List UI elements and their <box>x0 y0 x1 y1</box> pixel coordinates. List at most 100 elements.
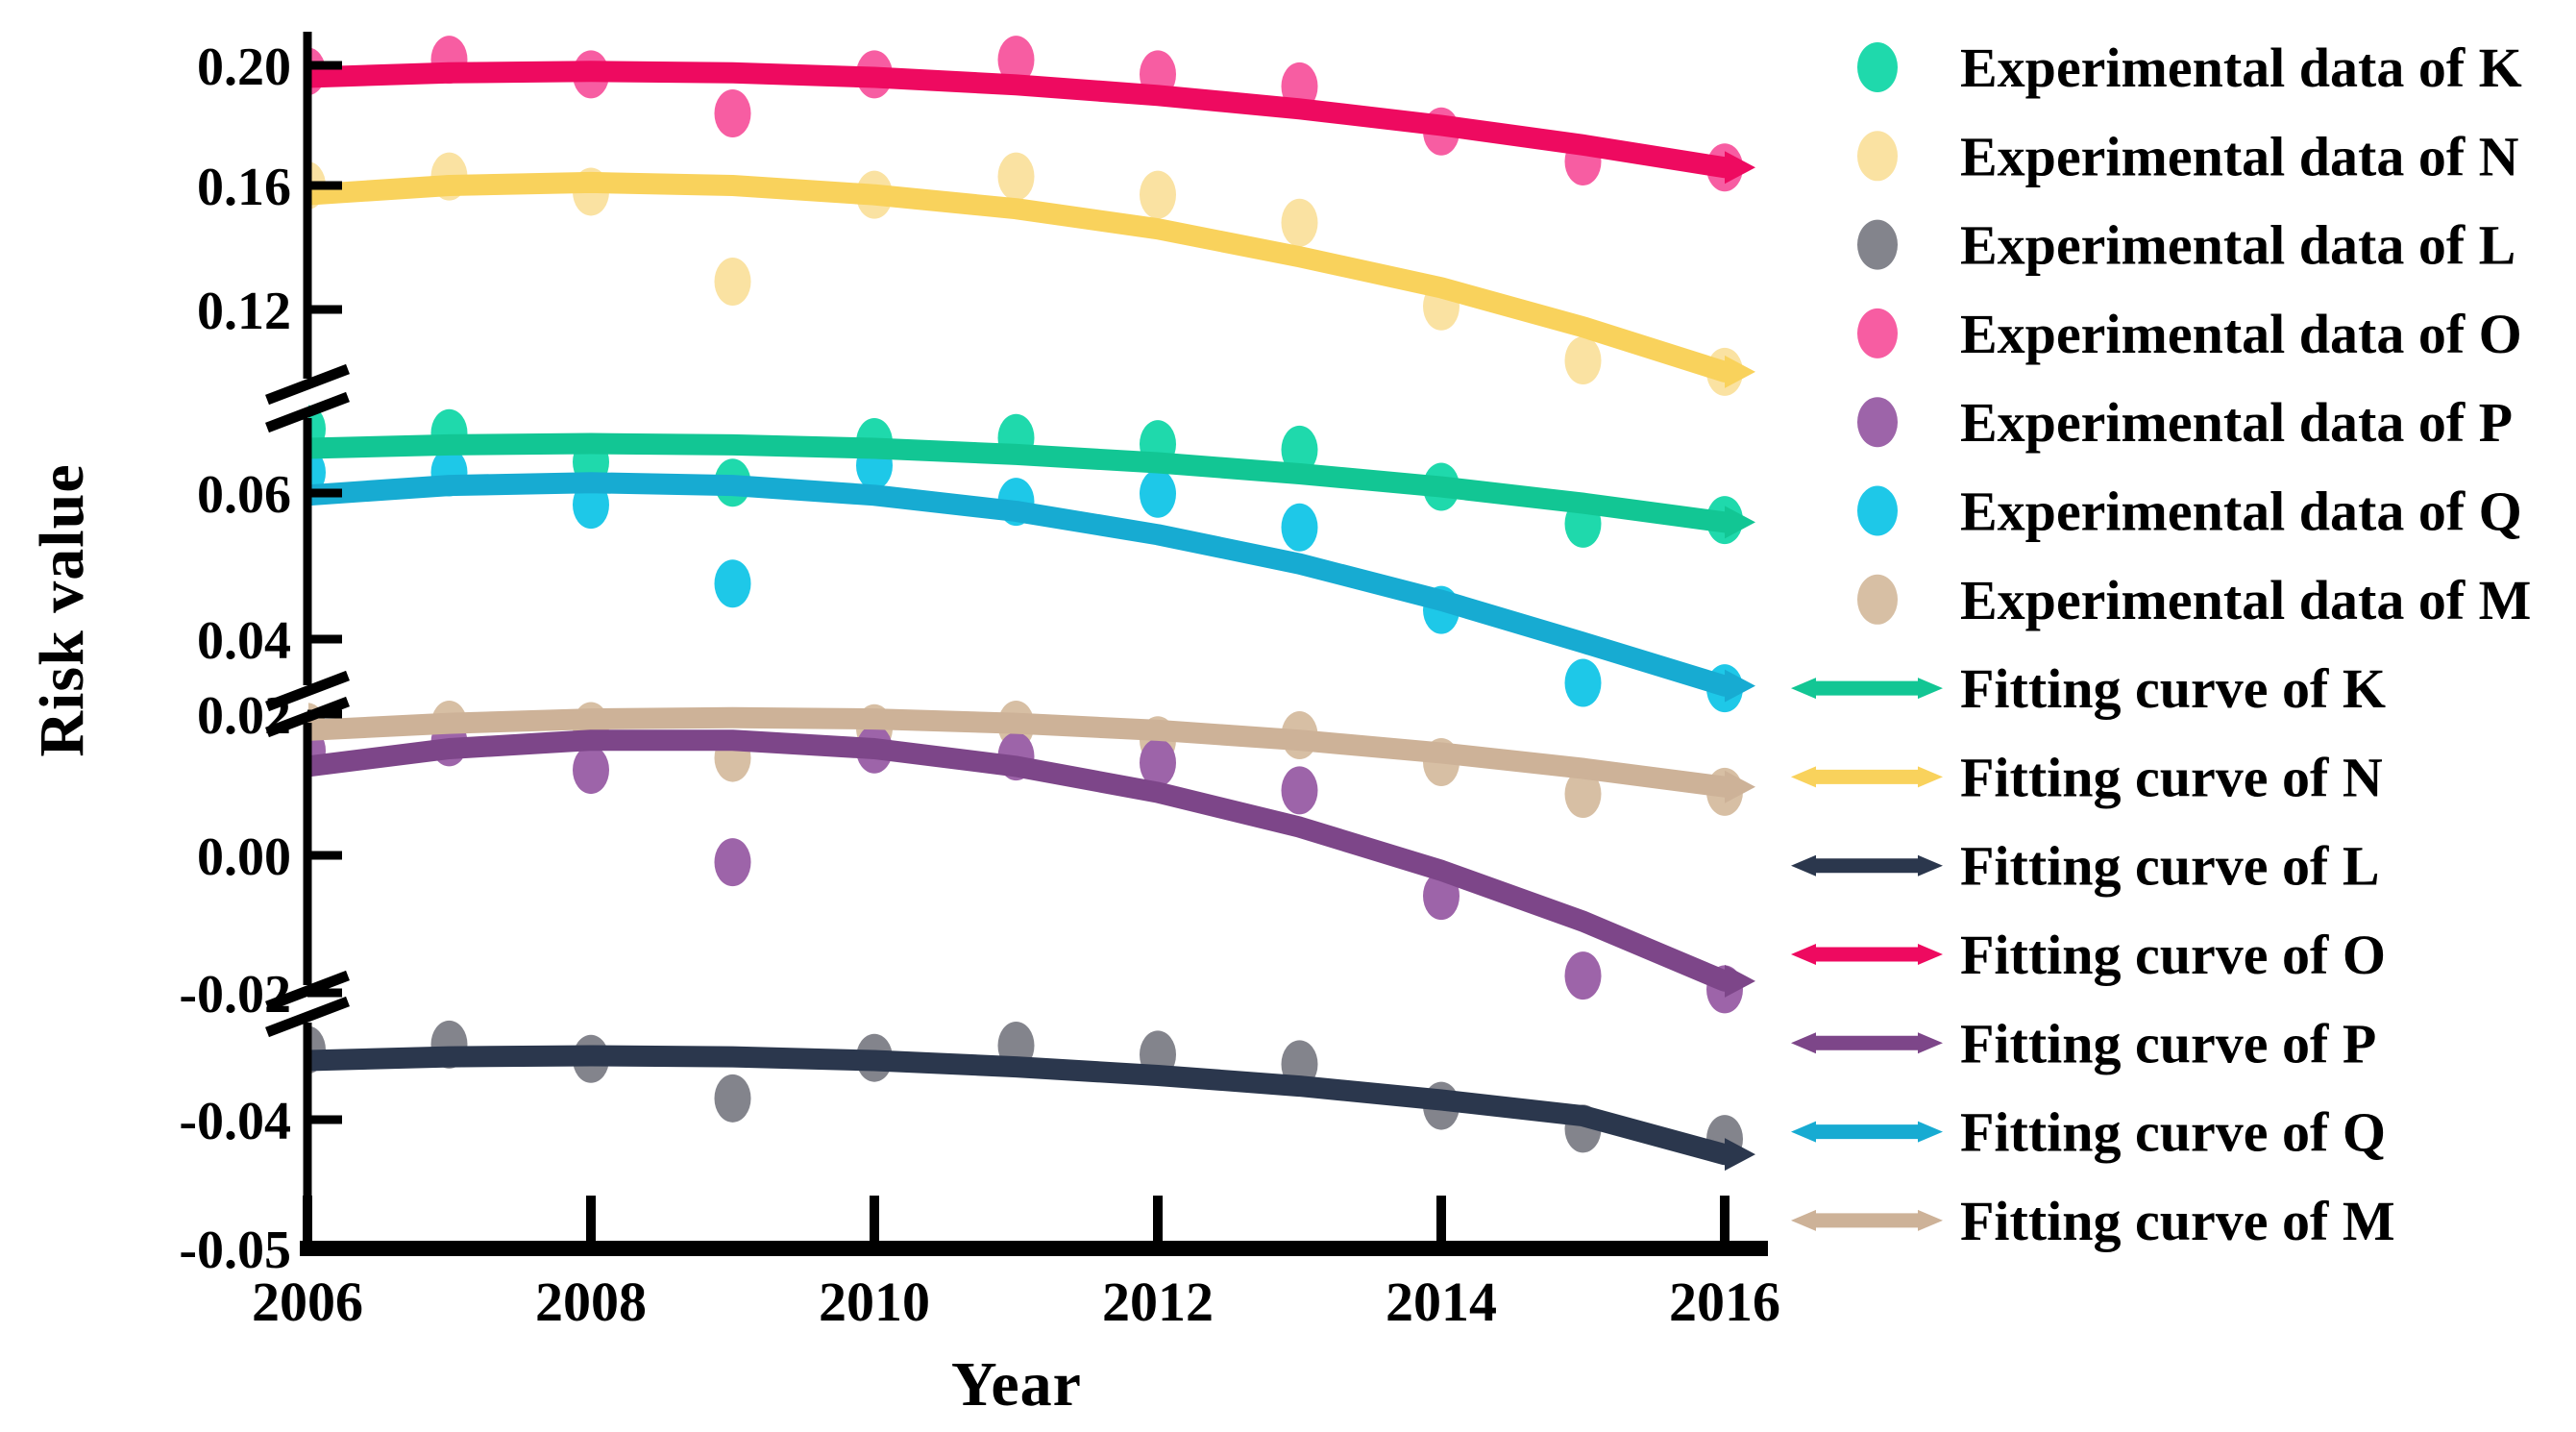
y-axis-break-mark <box>265 391 350 433</box>
series-P-curve <box>308 729 1755 998</box>
y-tick-label: 0.04 <box>197 611 291 671</box>
legend-item-experimental-P: Experimental data of P <box>1857 391 2513 454</box>
legend-line-left-tip-icon <box>1791 678 1816 700</box>
data-point-P-2013 <box>1281 766 1318 815</box>
series-L-curve <box>308 1045 1755 1172</box>
x-tick-label: 2014 <box>1386 1271 1497 1333</box>
legend-item-experimental-L: Experimental data of L <box>1857 214 2515 277</box>
data-point-P-2015 <box>1564 951 1602 1000</box>
y-axis-break-mark <box>265 363 350 406</box>
y-axis-title: Risk value <box>27 463 97 756</box>
data-point-P-2008 <box>573 746 609 795</box>
fitting-curve-P <box>308 729 1735 992</box>
x-tick-label: 2006 <box>252 1271 363 1333</box>
y-tick-label: -0.02 <box>179 965 291 1025</box>
y-tick-label: 0.06 <box>197 465 291 525</box>
legend-label: Fitting curve of O <box>1960 924 2386 986</box>
legend-label: Fitting curve of Q <box>1960 1101 2386 1164</box>
legend-line-right-tip-icon <box>1918 1032 1943 1054</box>
data-point-N-2012 <box>1140 170 1176 219</box>
data-point-N-2011 <box>997 152 1035 201</box>
y-axis-break-mark <box>265 996 350 1038</box>
legend-label: Fitting curve of K <box>1960 657 2386 720</box>
legend-dot-marker-L-icon <box>1857 219 1898 270</box>
fitting-curve-N <box>308 171 1735 383</box>
legend-item-fitting-M: Fitting curve of M <box>1791 1190 2395 1252</box>
series-K-curve <box>308 432 1755 539</box>
fitting-curve-M <box>308 706 1735 798</box>
fitting-curve-Q <box>308 472 1735 697</box>
legend-line-left-tip-icon <box>1791 1032 1816 1054</box>
data-point-K-2013 <box>1281 425 1318 474</box>
fitting-curve-L <box>308 1045 1735 1166</box>
x-tick-label: 2010 <box>819 1271 930 1333</box>
legend-label: Experimental data of L <box>1960 214 2515 277</box>
series-Q-curve <box>308 472 1755 703</box>
legend-item-fitting-P: Fitting curve of P <box>1791 1012 2376 1074</box>
x-axis-title: Year <box>951 1349 1082 1420</box>
legend-line-left-tip-icon <box>1791 854 1816 876</box>
legend-dot-marker-O-icon <box>1857 308 1898 358</box>
legend-label: Experimental data of Q <box>1960 481 2522 543</box>
legend-dot-marker-K-icon <box>1857 42 1898 92</box>
data-point-N-2009 <box>714 257 751 306</box>
series-L-dots <box>308 1020 1743 1164</box>
axes-layer: 0.20 0.16 0.12 0.06 0.04 0.02 0.00 -0.02 -0.04 -0… <box>179 32 1780 1333</box>
legend-label: Experimental data of K <box>1960 37 2522 99</box>
legend-label: Experimental data of M <box>1960 569 2531 631</box>
legend-dot-marker-N-icon <box>1857 131 1898 182</box>
legend-item-fitting-O: Fitting curve of O <box>1791 924 2386 986</box>
y-axis-break-mark <box>265 670 350 712</box>
fitting-curve-O <box>308 61 1735 179</box>
data-point-O-2011 <box>997 36 1035 85</box>
legend-dot-marker-M-icon <box>1857 574 1898 625</box>
data-point-O-2009 <box>714 89 751 137</box>
legend-label: Fitting curve of L <box>1960 835 2380 898</box>
legend-line-right-tip-icon <box>1918 766 1943 788</box>
data-point-Q-2012 <box>1140 469 1176 518</box>
legend-line-right-tip-icon <box>1918 678 1943 700</box>
y-axis-break-mark <box>265 970 350 1012</box>
curve-end-arrow-K <box>1725 506 1755 539</box>
legend-label: Fitting curve of P <box>1960 1012 2376 1074</box>
data-point-Q-2013 <box>1281 503 1318 552</box>
curve-end-arrow-L <box>1725 1138 1755 1172</box>
legend-line-left-tip-icon <box>1791 1209 1816 1231</box>
legend-line-left-tip-icon <box>1791 766 1816 788</box>
y-axis-break-mark <box>265 696 350 738</box>
legend-item-experimental-O: Experimental data of O <box>1857 303 2522 365</box>
legend-line-right-tip-icon <box>1918 1209 1943 1231</box>
fitting-curves-layer <box>308 61 1755 1172</box>
legend-item-experimental-Q: Experimental data of Q <box>1857 481 2522 543</box>
legend-item-experimental-K: Experimental data of K <box>1857 37 2522 99</box>
curve-end-arrow-M <box>1725 770 1755 803</box>
legend-item-fitting-K: Fitting curve of K <box>1791 657 2386 720</box>
data-point-N-2015 <box>1564 336 1602 385</box>
curve-end-arrow-P <box>1725 964 1755 998</box>
legend-item-fitting-N: Fitting curve of N <box>1791 746 2383 808</box>
y-tick-label: -0.04 <box>179 1092 291 1151</box>
y-tick-label: 0.16 <box>197 158 291 217</box>
legend-item-fitting-Q: Fitting curve of Q <box>1791 1101 2386 1164</box>
data-point-N-2013 <box>1281 198 1318 247</box>
legend-line-right-tip-icon <box>1918 944 1943 965</box>
legend-item-fitting-L: Fitting curve of L <box>1791 835 2380 898</box>
legend-label: Experimental data of O <box>1960 303 2522 365</box>
legend-label: Fitting curve of M <box>1960 1190 2395 1252</box>
y-tick-label: 0.12 <box>197 282 291 341</box>
legend-item-experimental-N: Experimental data of N <box>1857 125 2519 187</box>
legend-dot-marker-P-icon <box>1857 397 1898 448</box>
legend: Experimental data of K Experimental data … <box>1791 37 2531 1252</box>
curve-end-arrow-O <box>1725 151 1755 185</box>
data-point-Q-2009 <box>714 559 751 608</box>
x-tick-label: 2012 <box>1102 1271 1214 1333</box>
legend-label: Experimental data of N <box>1960 125 2519 187</box>
legend-label: Fitting curve of N <box>1960 746 2383 808</box>
x-tick-label: 2016 <box>1669 1271 1780 1333</box>
series-N-curve <box>308 171 1755 388</box>
data-point-L-2009 <box>714 1074 751 1123</box>
data-point-M-2015 <box>1564 770 1602 819</box>
data-point-Q-2015 <box>1564 658 1602 707</box>
